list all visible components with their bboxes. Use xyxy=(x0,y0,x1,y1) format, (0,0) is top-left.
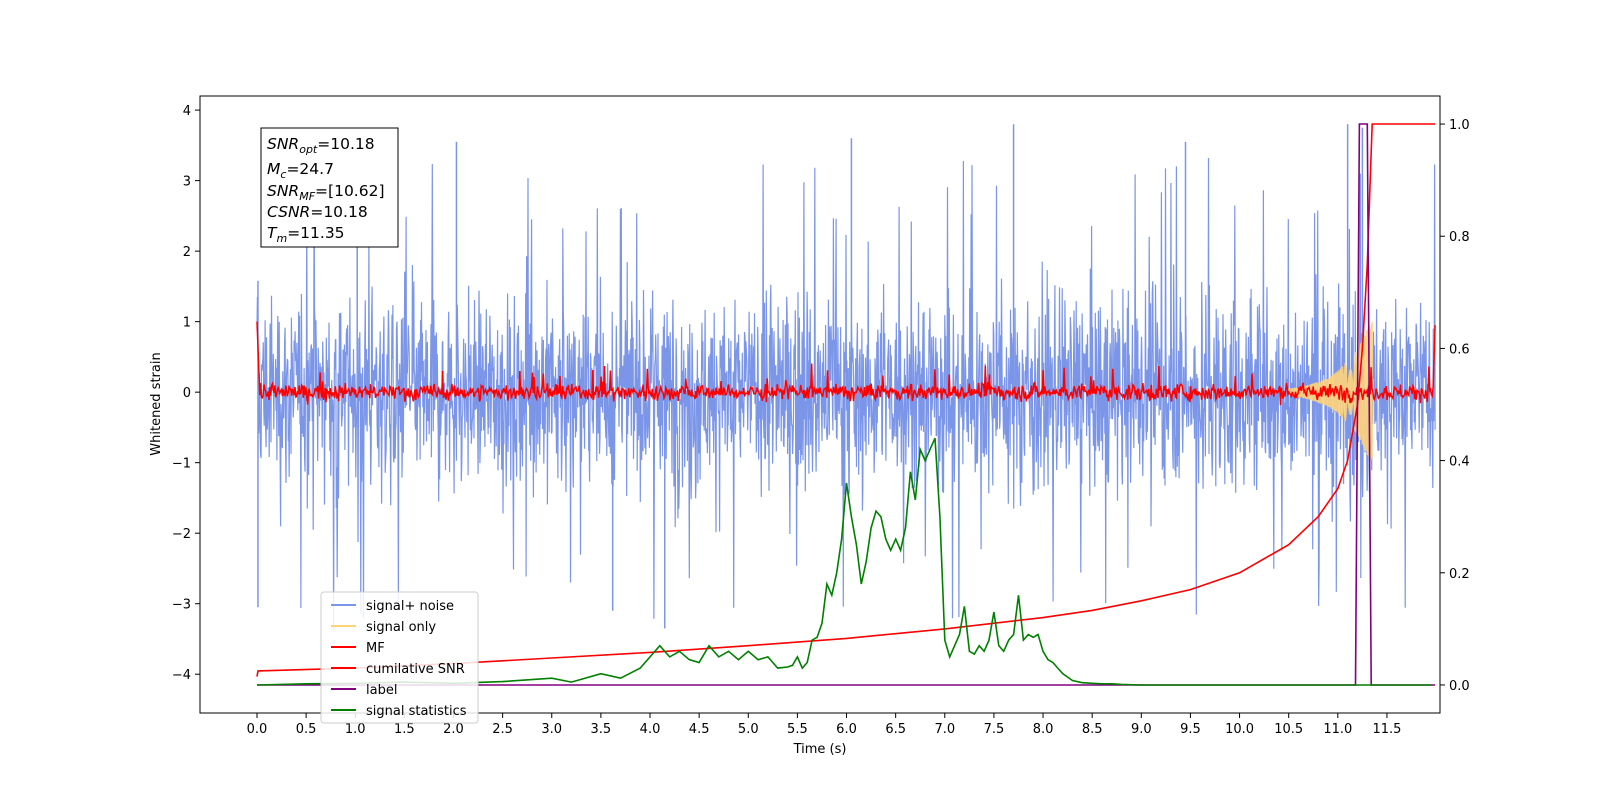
y-tick-label: 3 xyxy=(183,175,191,190)
annotation-snr-mf: SNRMF=[10.62] xyxy=(267,182,385,203)
y2-tick-label: 0.6 xyxy=(1449,342,1470,357)
legend-entry-signal-noise: signal+ noise xyxy=(331,599,454,614)
x-tick-label: 10.5 xyxy=(1274,722,1303,737)
x-tick-label: 7.0 xyxy=(934,722,955,737)
y-axis-label: Whitened strain xyxy=(149,352,164,455)
annotation-csnr: CSNR=10.18 xyxy=(267,203,368,221)
x-axis-ticks: 0.0 0.5 1.0 1.5 2.0 2.5 3.0 3.5 4.0 4.5 5.0 5.5 6.0 6… xyxy=(247,713,1401,737)
x-tick-label: 11.5 xyxy=(1372,722,1401,737)
y2-tick-label: 0.2 xyxy=(1449,567,1470,582)
annotation-snr-opt: SNRopt=10.18 xyxy=(267,135,375,156)
y-tick-label: −4 xyxy=(172,668,191,683)
x-tick-label: 2.0 xyxy=(443,722,464,737)
y2-tick-label: 0.8 xyxy=(1449,230,1470,245)
x-tick-label: 0.0 xyxy=(247,722,268,737)
annotation-tm: Tm=11.35 xyxy=(267,224,345,245)
x-tick-label: 11.0 xyxy=(1323,722,1352,737)
y-tick-label: 2 xyxy=(183,245,191,260)
x-tick-label: 1.0 xyxy=(345,722,366,737)
y-tick-label: 1 xyxy=(183,316,191,331)
series-cumilative-snr-line xyxy=(256,123,1436,677)
legend-label-signal-statistics: signal statistics xyxy=(366,704,467,719)
y-tick-label: −2 xyxy=(172,527,191,542)
y2-tick-label: 1.0 xyxy=(1449,118,1470,133)
annotation-box: SNRopt=10.18 Mc=24.7 SNRMF=[10.62] CSNR=… xyxy=(260,127,399,248)
x-tick-label: 3.0 xyxy=(541,722,562,737)
legend-label-mf: MF xyxy=(366,641,385,656)
plot-area-frame xyxy=(199,95,1441,714)
y2-tick-label: 0.4 xyxy=(1449,455,1470,470)
legend-entry-cumulative-snr: cumilative SNR xyxy=(331,662,465,677)
legend-label-signal-only: signal only xyxy=(366,620,436,635)
legend-entry-signal-only: signal only xyxy=(331,620,436,635)
x-tick-label: 6.5 xyxy=(885,722,906,737)
x-tick-label: 4.0 xyxy=(640,722,661,737)
y-tick-label: 0 xyxy=(183,386,191,401)
x-tick-label: 7.5 xyxy=(984,722,1005,737)
y-tick-label: −1 xyxy=(172,457,191,472)
x-tick-label: 9.0 xyxy=(1131,722,1152,737)
legend-label-cumulative-snr: cumilative SNR xyxy=(366,662,465,677)
x-tick-label: 6.0 xyxy=(836,722,857,737)
y-tick-label: 4 xyxy=(183,104,191,119)
series-signal-statistics-line xyxy=(256,437,1432,686)
series-signal-noise-line xyxy=(256,157,1436,630)
x-tick-label: 3.5 xyxy=(591,722,612,737)
legend: signal+ noise signal only MF cumilative … xyxy=(320,591,479,724)
x-tick-label: 2.5 xyxy=(492,722,513,737)
y-axis-left-ticks: 4 3 2 1 0 −1 −2 −3 −4 xyxy=(172,104,200,683)
x-tick-label: 8.0 xyxy=(1033,722,1054,737)
series-layer xyxy=(256,123,1436,686)
x-tick-label: 4.5 xyxy=(689,722,710,737)
legend-entry-label: label xyxy=(331,683,397,698)
x-tick-label: 8.5 xyxy=(1082,722,1103,737)
legend-label-label: label xyxy=(366,683,397,698)
y-tick-label: −3 xyxy=(172,598,191,613)
x-tick-label: 5.5 xyxy=(787,722,808,737)
annotation-box-frame xyxy=(260,127,399,248)
annotation-mc: Mc=24.7 xyxy=(267,160,334,181)
x-tick-label: 9.5 xyxy=(1180,722,1201,737)
x-tick-label: 5.0 xyxy=(738,722,759,737)
x-tick-label: 10.0 xyxy=(1225,722,1254,737)
y-axis-right-ticks: 1.0 0.8 0.6 0.4 0.2 0.0 xyxy=(1440,118,1470,694)
x-tick-label: 1.5 xyxy=(394,722,415,737)
x-tick-label: 0.5 xyxy=(296,722,317,737)
legend-frame xyxy=(320,591,479,724)
legend-entry-signal-statistics: signal statistics xyxy=(331,704,467,719)
x-axis-label: Time (s) xyxy=(793,742,847,757)
series-mf-line xyxy=(256,321,1436,406)
legend-label-signal-noise: signal+ noise xyxy=(366,599,454,614)
legend-entry-mf: MF xyxy=(331,641,385,656)
y2-tick-label: 0.0 xyxy=(1449,679,1470,694)
